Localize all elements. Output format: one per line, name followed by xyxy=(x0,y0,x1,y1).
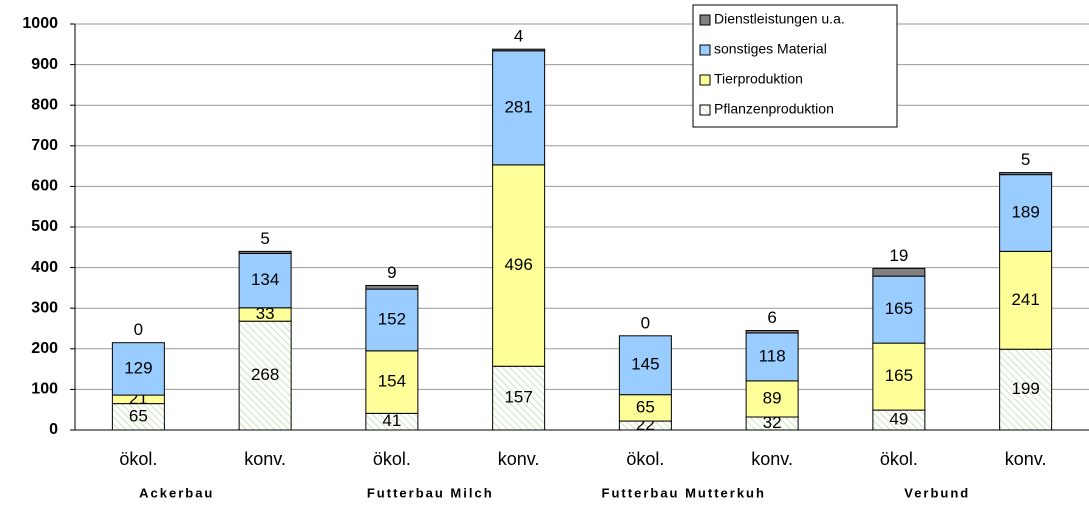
bar-segment xyxy=(872,342,926,411)
bar-segment xyxy=(745,330,799,334)
legend: Dienstleistungen u.a. sonstiges Material T… xyxy=(692,4,898,128)
data-label: 134 xyxy=(251,270,279,289)
legend-swatch xyxy=(699,14,711,26)
data-label: 129 xyxy=(124,358,152,377)
x-tick-label: ökol. xyxy=(373,449,411,469)
bar-segment xyxy=(999,348,1053,431)
bar-segment xyxy=(999,172,1053,176)
y-tick-label: 1000 xyxy=(22,15,58,32)
x-tick-label: konv. xyxy=(498,449,540,469)
data-label: 199 xyxy=(1011,379,1039,398)
legend-label: Pflanzenproduktion xyxy=(714,101,834,117)
x-tick-label: konv. xyxy=(244,449,286,469)
group-label: Verbund xyxy=(904,485,970,500)
data-label: 19 xyxy=(889,246,908,265)
data-label: 65 xyxy=(636,397,655,416)
bar-segment xyxy=(618,394,672,422)
group-label: Futterbau Milch xyxy=(367,485,494,500)
data-label: 41 xyxy=(382,411,401,430)
bar-segment xyxy=(365,284,419,290)
data-label: 4 xyxy=(514,27,523,46)
data-label: 241 xyxy=(1011,290,1039,309)
data-label: 281 xyxy=(504,97,532,116)
bar-segment xyxy=(492,48,546,52)
data-label: 0 xyxy=(641,313,650,332)
y-tick-label: 900 xyxy=(31,56,58,73)
data-label: 0 xyxy=(134,320,143,339)
data-label: 89 xyxy=(763,388,782,407)
bar-segment xyxy=(745,332,799,382)
data-label: 5 xyxy=(260,229,269,248)
data-label: 189 xyxy=(1011,202,1039,221)
legend-swatch xyxy=(699,44,711,56)
bar-segment xyxy=(872,267,926,277)
data-label: 6 xyxy=(767,308,776,327)
data-label: 165 xyxy=(885,299,913,318)
bar-segment xyxy=(618,335,672,396)
y-tick-label: 100 xyxy=(31,381,58,398)
data-label: 49 xyxy=(889,410,908,429)
data-label: 145 xyxy=(631,355,659,374)
group-label: Futterbau Mutterkuh xyxy=(602,485,766,500)
x-tick-label: konv. xyxy=(751,449,793,469)
y-tick-label: 500 xyxy=(31,218,58,235)
data-label: 152 xyxy=(378,309,406,328)
data-label: 33 xyxy=(256,304,275,323)
legend-swatch xyxy=(699,104,711,116)
legend-box xyxy=(692,4,898,128)
bar-segment xyxy=(999,250,1053,350)
y-tick-label: 700 xyxy=(31,137,58,154)
bar-segment xyxy=(365,288,419,352)
data-label: 165 xyxy=(885,366,913,385)
y-tick-label: 0 xyxy=(49,421,58,438)
y-tick-label: 600 xyxy=(31,178,58,195)
grid xyxy=(75,23,1089,431)
data-label: 32 xyxy=(763,413,782,432)
bar-segment xyxy=(238,250,292,254)
bar-segment xyxy=(111,342,165,396)
x-tick-label: ökol. xyxy=(119,449,157,469)
x-tick-label: ökol. xyxy=(626,449,664,469)
data-label: 268 xyxy=(251,365,279,384)
data-label: 496 xyxy=(504,255,532,274)
x-tick-label: konv. xyxy=(1005,449,1047,469)
legend-swatch xyxy=(699,74,711,86)
data-label: 9 xyxy=(387,263,396,282)
legend-label: Dienstleistungen u.a. xyxy=(714,11,845,27)
data-label: 157 xyxy=(504,388,532,407)
legend-label: Tierproduktion xyxy=(714,71,803,87)
y-tick-label: 200 xyxy=(31,340,58,357)
legend-label: sonstiges Material xyxy=(714,41,827,57)
data-label: 118 xyxy=(759,346,786,365)
data-label: 154 xyxy=(378,372,406,391)
x-tick-label: ökol. xyxy=(880,449,918,469)
bar-segment xyxy=(365,350,419,414)
bar-segment xyxy=(111,403,165,431)
data-label: 65 xyxy=(129,406,148,425)
y-tick-label: 800 xyxy=(31,96,58,113)
bar-segment xyxy=(238,252,292,309)
group-label: Ackerbau xyxy=(139,485,214,500)
y-tick-label: 400 xyxy=(31,259,58,276)
data-label: 5 xyxy=(1021,150,1030,169)
y-tick-label: 300 xyxy=(31,299,58,316)
